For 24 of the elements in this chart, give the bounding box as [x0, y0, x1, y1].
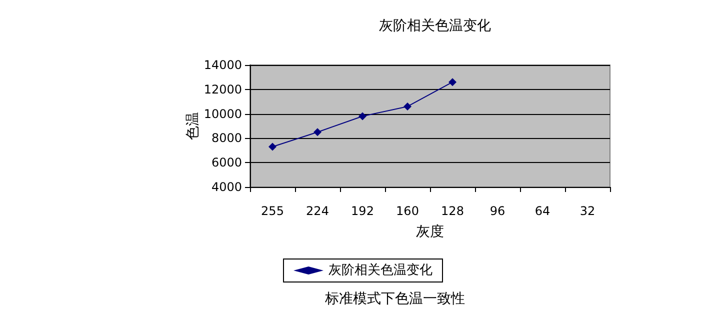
point — [358, 112, 366, 120]
point — [268, 142, 276, 151]
point — [448, 78, 456, 86]
y-tick-label: 14000 — [204, 58, 242, 72]
x-tick-label: 224 — [306, 204, 329, 218]
point — [314, 128, 322, 136]
y-tick-label: 6000 — [211, 156, 242, 170]
legend-label: 灰阶相关色温变化 — [328, 263, 432, 278]
x-axis-title: 灰度 — [416, 224, 444, 240]
x-tick-label: 255 — [261, 204, 284, 218]
y-tick-label: 12000 — [204, 82, 242, 96]
x-tick-label: 96 — [490, 204, 506, 218]
point — [404, 102, 412, 110]
y-axis-title: 色温 — [184, 112, 201, 140]
x-tick-label: 64 — [534, 204, 550, 218]
y-tick-label: 4000 — [211, 180, 242, 194]
x-tick-label: 128 — [441, 204, 464, 218]
y-tick-label: 10000 — [204, 106, 242, 121]
text: 标准模式下色温一致性 — [324, 291, 465, 307]
x-tick-label: 192 — [351, 204, 374, 218]
x-tick-label: 160 — [396, 204, 419, 218]
y-tick-label: 8000 — [211, 131, 242, 146]
x-tick-label: 32 — [580, 204, 596, 218]
chart-title: 灰阶相关色温变化 — [379, 18, 491, 34]
